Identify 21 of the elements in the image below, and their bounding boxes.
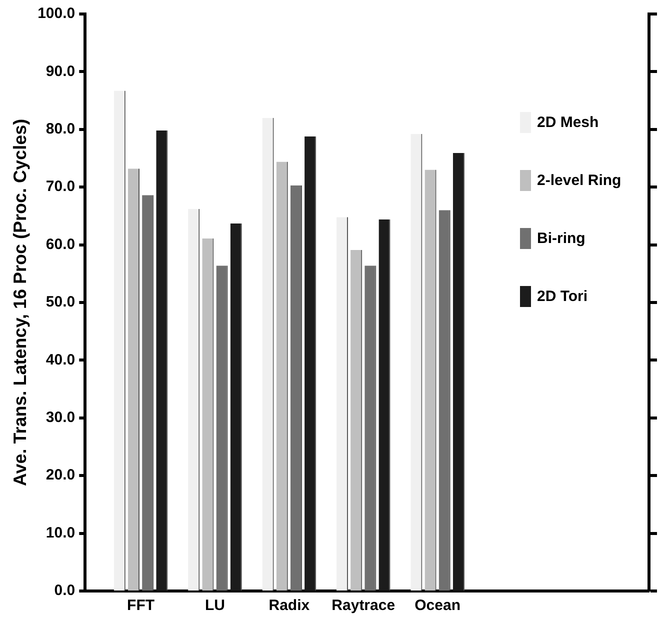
legend-label: 2D Tori	[537, 288, 588, 304]
x-tick-label: Raytrace	[332, 597, 396, 614]
y-tick-label: 0.0	[54, 582, 76, 600]
x-tick-label: Ocean	[414, 597, 460, 614]
y-tick-label: 100.0	[38, 5, 76, 22]
x-tick-label: FFT	[127, 597, 155, 614]
y-tick-label: 80.0	[46, 120, 76, 138]
y-tick-label: 10.0	[46, 524, 76, 542]
legend-label: 2-level Ring	[537, 172, 622, 188]
y-tick-label: 50.0	[46, 294, 76, 311]
legend-label: 2D Mesh	[537, 114, 599, 130]
y-axis-title: Ave. Trans. Latency, 16 Proc (Proc. Cycles)	[10, 118, 30, 486]
y-tick-label: 70.0	[46, 178, 76, 196]
y-tick-label: 60.0	[46, 236, 76, 253]
y-tick-label: 40.0	[46, 351, 76, 368]
y-tick-label: 20.0	[46, 466, 76, 484]
y-tick-label: 30.0	[46, 409, 76, 426]
x-tick-label: LU	[204, 597, 225, 614]
y-tick-label: 90.0	[46, 62, 76, 80]
x-tick-label: Radix	[268, 597, 310, 614]
legend-label: Bi-ring	[537, 230, 586, 246]
